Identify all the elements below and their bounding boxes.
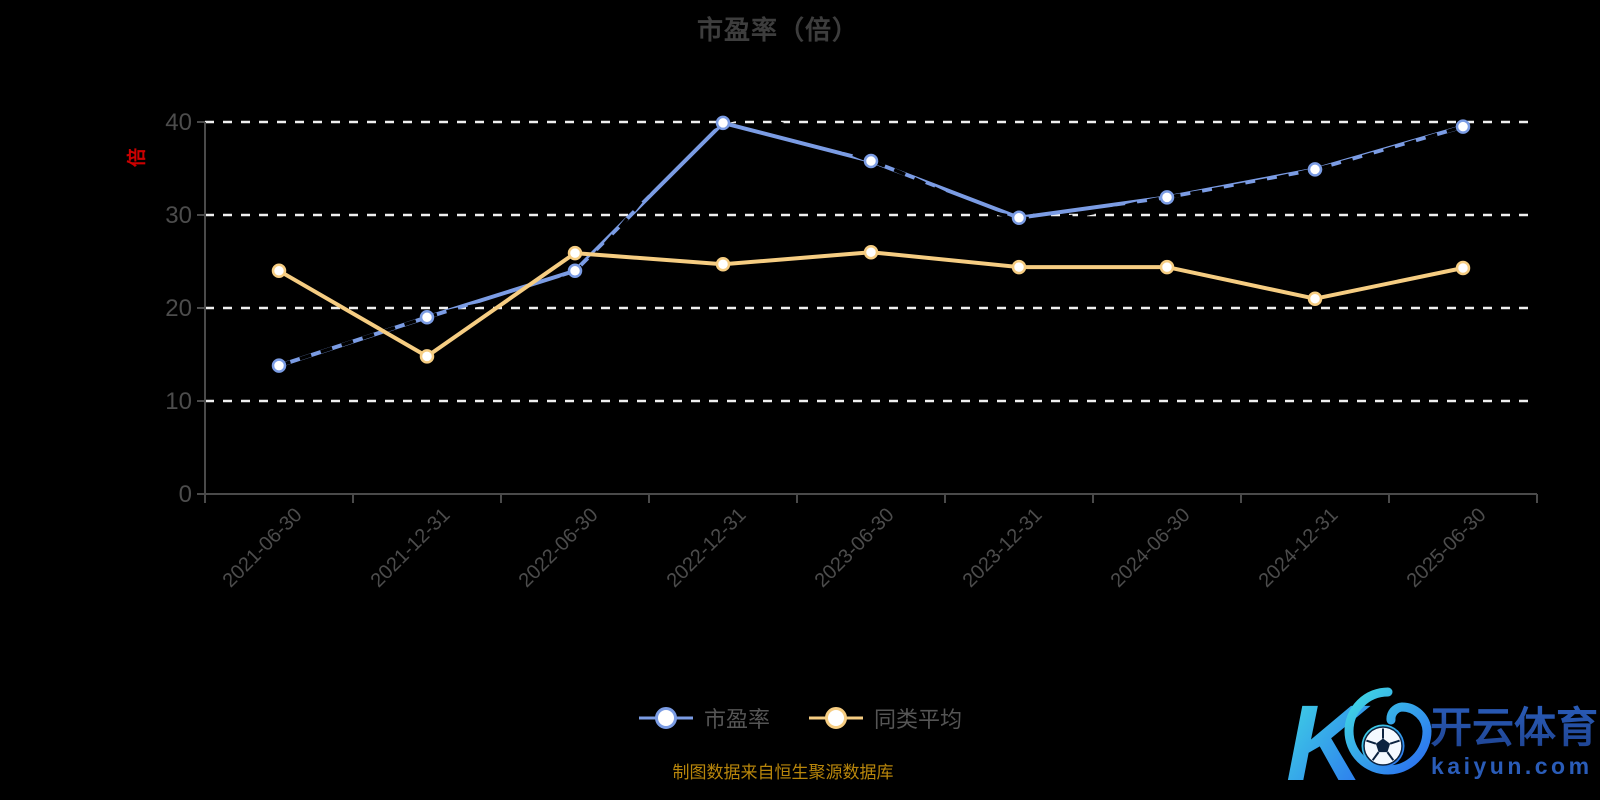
y-tick-label-30: 30 [165,202,192,229]
x-tick-label-2025-06-30: 2025-06-30 [1403,504,1491,592]
peer-avg-point-2022-12-31[interactable] [715,257,731,272]
peer-average-legend-dot [825,707,847,729]
kaiyun-k-mark-icon: K [1286,682,1371,794]
peer-avg-point-2025-06-30[interactable] [1455,260,1471,276]
x-tick-label-2024-06-30: 2024-06-30 [1107,504,1195,592]
kaiyun-domain-text: kaiyun.com [1431,753,1593,779]
soccer-ball-icon [1361,724,1405,768]
y-tick-label-20: 20 [165,295,192,322]
pe-point-2021-12-31[interactable] [419,310,435,325]
legend-item-peer-average[interactable]: 同类平均 [808,702,962,734]
peer-avg-point-2022-06-30[interactable] [567,245,583,261]
peer-avg-point-2023-06-30[interactable] [863,244,879,260]
peer-average-legend-marker-icon [809,707,863,729]
pe-point-2024-12-31[interactable] [1307,162,1323,177]
pe-legend-marker-icon [638,707,693,729]
peer-avg-point-2021-12-31[interactable] [419,349,435,364]
data-source-note: 制图数据来自恒生聚源数据库 [672,763,894,782]
x-tick-label-2021-12-31: 2021-12-31 [367,504,455,592]
chart-legend: 市盈率 同类平均 [0,702,1600,734]
pe-point-2025-06-30[interactable] [1455,119,1471,134]
pe-point-2022-12-31[interactable] [715,115,731,131]
x-tick-label-2024-12-31: 2024-12-31 [1255,504,1343,592]
pe-legend-dot [654,707,677,729]
x-tick-label-2021-06-30: 2021-06-30 [219,504,307,592]
y-axis-unit-label: 倍 [127,147,149,168]
pe-point-2023-12-31[interactable] [1011,210,1027,226]
pe-point-2021-06-30[interactable] [271,358,287,373]
kaiyun-watermark: K 开云体育 kaiyun.com [1286,682,1598,794]
y-tick-label-10: 10 [165,388,192,415]
peer-avg-point-2024-12-31[interactable] [1307,291,1323,306]
y-tick-label-0: 0 [179,481,192,508]
peer-avg-line [277,250,1465,359]
x-tick-label-2022-12-31: 2022-12-31 [663,504,751,592]
peer-avg-point-2024-06-30[interactable] [1159,259,1175,275]
pe-point-2024-06-30[interactable] [1159,190,1175,205]
legend-item-pe[interactable]: 市盈率 [638,702,770,734]
peer-avg-point-2021-06-30[interactable] [271,263,287,279]
kaiyun-brand-text: 开云体育 [1430,704,1598,751]
pe-legend-label: 市盈率 [703,707,770,732]
x-tick-label-2023-12-31: 2023-12-31 [959,504,1047,592]
peer-average-legend-label: 同类平均 [874,707,963,732]
pe-dash-overlay [278,116,1464,368]
x-tick-label-2022-06-30: 2022-06-30 [515,504,603,592]
peer-avg-point-2023-12-31[interactable] [1011,259,1027,275]
x-tick-label-2023-06-30: 2023-06-30 [811,504,899,592]
kaiyun-swirl-icon [1344,687,1432,775]
pe-point-2022-06-30[interactable] [567,263,583,279]
y-tick-label-40: 40 [165,109,192,136]
chart-title: 市盈率（倍） [696,15,859,45]
pe-point-2023-06-30[interactable] [863,153,879,169]
